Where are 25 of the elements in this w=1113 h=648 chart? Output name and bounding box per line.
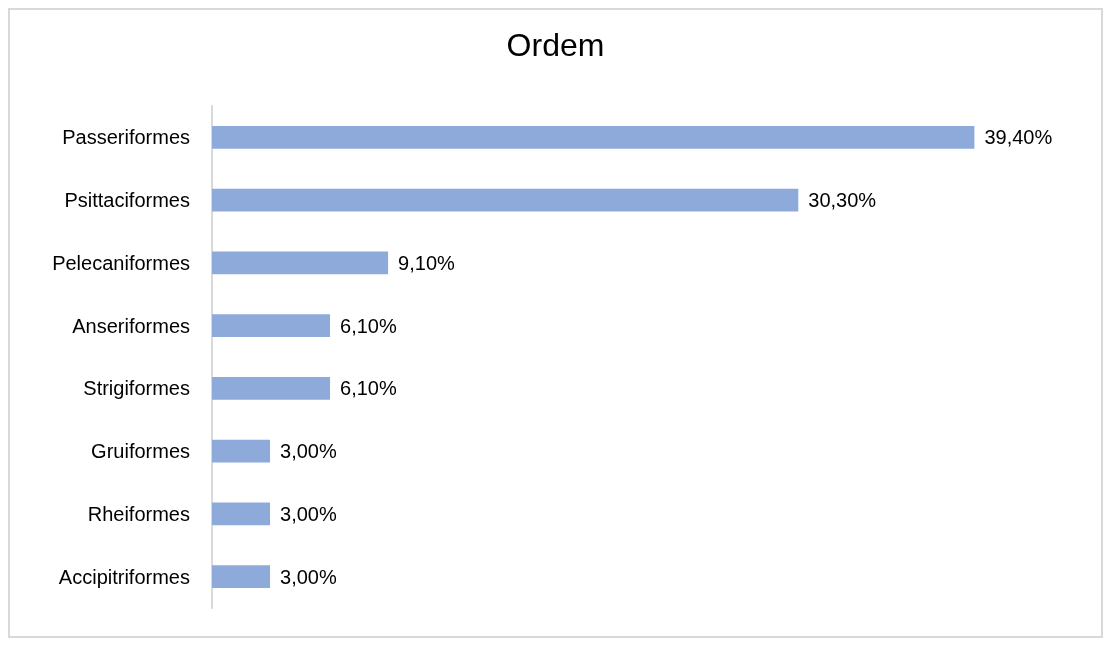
y-tick-label: Psittaciformes [64, 189, 190, 212]
data-label: 6,10% [340, 377, 397, 400]
y-tick-label: Anseriformes [72, 314, 190, 337]
data-label: 39,40% [984, 126, 1053, 149]
y-tick-label: Passeriformes [62, 126, 190, 149]
y-tick-label: Strigiformes [83, 377, 190, 400]
bar [212, 314, 331, 337]
data-label: 6,10% [340, 314, 397, 337]
y-tick-label: Accipitriformes [58, 565, 190, 588]
data-label: 3,00% [280, 502, 337, 525]
bar [212, 502, 271, 526]
bar [212, 188, 799, 212]
chart-title: Ordem [506, 27, 605, 63]
bar [212, 377, 331, 400]
bar [212, 126, 975, 149]
y-tick-label: Gruiformes [91, 440, 190, 463]
bar [212, 251, 389, 275]
y-tick-label: Pelecaniformes [52, 251, 190, 274]
bar [212, 565, 271, 588]
bar [212, 439, 271, 463]
data-label: 3,00% [280, 565, 337, 588]
data-label: 3,00% [280, 440, 337, 463]
data-label: 9,10% [398, 251, 456, 274]
y-tick-label: Rheiformes [87, 502, 190, 525]
data-label: 30,30% [808, 189, 877, 212]
